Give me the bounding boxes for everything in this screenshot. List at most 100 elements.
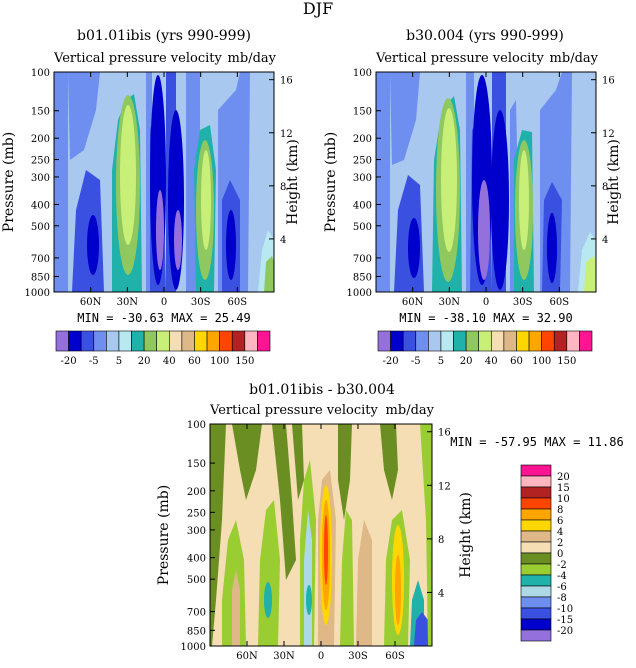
y-tick-label: 150 [31,107,50,118]
colorbar-swatch [490,330,505,352]
panel-3-subtitle-right: mb/day [386,403,435,418]
panel-2: b30.004 (yrs 990-999) Vertical pressure … [323,28,622,367]
colorbar-label: 40 [163,356,176,367]
y-tick-label: 100 [353,68,372,79]
colorbar-swatch [520,563,552,576]
panel-3-title: b01.01ibis - b30.004 [249,382,395,398]
y-tick-label: 1000 [25,288,50,299]
colorbar-swatch [520,519,552,532]
colorbar-swatch [143,330,158,352]
colorbar-label: -5 [411,356,421,367]
colorbar-swatch [520,541,552,554]
colorbar-swatch [440,330,454,352]
colorbar-swatch [520,508,552,521]
colorbar-swatch [377,330,391,352]
x-tick-label: 60S [550,297,570,308]
y-tick-label: 150 [353,107,372,118]
colorbar-label: -20 [557,626,573,637]
y-tick-label: 500 [353,222,372,233]
y-tick-label: 300 [31,173,50,184]
y-tick-label: 850 [31,272,50,283]
panel-2-y-axis: 100 150 200 250 300 400 500 700 850 1000 16 12 8 4 [347,68,615,299]
colorbar-label: 6 [557,516,563,527]
colorbar-label: -5 [89,356,99,367]
colorbar-swatch [168,330,183,352]
panel-3-x-axis: 60N 30N 0 30S 60S [236,424,405,662]
x-tick-label: 60S [385,651,405,662]
colorbar-swatch [93,330,107,352]
colorbar-label: 20 [557,472,570,483]
y-right-tick-label: 12 [438,481,451,492]
x-tick-label: 60N [402,297,424,308]
panel-2-x-axis: 60N 30N 0 30S 60S [402,72,569,308]
colorbar-swatch [553,330,568,352]
colorbar-swatch [478,330,492,352]
y-tick-label: 100 [31,68,50,79]
colorbar-label: 150 [235,356,254,367]
colorbar-label: 0 [557,549,563,560]
colorbar-swatch [541,330,555,352]
colorbar-label: -2 [557,560,567,571]
panel-1-title: b01.01ibis (yrs 990-999) [77,28,251,44]
panel-3-y-axis: 100 150 200 250 300 400 500 700 850 1000 16 12 8 4 [181,420,451,653]
colorbar-label: 15 [557,483,570,494]
colorbar-swatch [402,330,417,352]
y-tick-label: 850 [187,626,206,637]
colorbar-swatch [390,330,404,352]
y-tick-label: 300 [353,173,372,184]
y-right-tick-label: 4 [602,235,608,246]
panel-1-subtitle-right: mb/day [228,51,277,66]
y-right-tick-label: 16 [280,76,293,87]
panel-1-ylabel-right: Height (km) [285,139,301,225]
colorbar-label: 10 [557,494,570,505]
panel-2-title: b30.004 (yrs 990-999) [406,28,564,44]
y-tick-label: 150 [187,459,206,470]
colorbar-swatch [520,574,552,587]
y-tick-label: 500 [187,575,206,586]
colorbar-swatch [194,330,208,352]
y-tick-label: 1000 [181,642,206,653]
colorbar-swatch [528,330,542,352]
colorbar-swatch [68,330,82,352]
y-right-tick-label: 16 [602,76,615,87]
y-tick-label: 850 [353,272,372,283]
x-tick-label: 60N [80,297,102,308]
y-tick-label: 200 [187,487,206,498]
panel-2-subtitle-left: Vertical pressure velocity [375,51,544,66]
colorbar-label: 100 [210,356,229,367]
panel-3-ylabel-right: Height (km) [458,492,474,578]
x-tick-label: 30S [191,297,211,308]
y-right-tick-label: 4 [280,235,286,246]
y-tick-label: 400 [31,200,50,211]
colorbar-swatch [520,486,552,499]
panel-2-ylabel-right: Height (km) [606,139,622,225]
panel-2-contour-field [376,72,596,292]
colorbar-label: 60 [188,356,201,367]
y-tick-label: 200 [353,134,372,145]
x-tick-label: 60N [236,651,258,662]
colorbar-label: 8 [557,505,563,516]
colorbar-label: -20 [61,356,77,367]
colorbar-label: -20 [383,356,399,367]
colorbar-label: 5 [438,356,444,367]
x-tick-label: 30S [348,651,368,662]
colorbar-swatch [520,475,552,488]
colorbar-label: -6 [557,582,567,593]
panel-1-y-axis: 100 150 200 250 300 400 500 700 850 1000 16 12 8 4 [25,68,293,299]
panel-3-stats: MIN = -57.95 MAX = 11.86 [450,435,623,449]
x-tick-label: 30N [439,297,461,308]
panel-3-contour-field [210,424,432,646]
y-right-tick-label: 16 [438,428,451,439]
colorbar-label: 100 [532,356,551,367]
panel-2-colorbar: -20 -5 5 20 40 60 100 150 [377,330,593,367]
colorbar-swatch [156,330,170,352]
colorbar-swatch [520,552,552,565]
y-tick-label: 250 [31,156,50,167]
colorbar-swatch [465,330,480,352]
y-tick-label: 700 [31,254,50,265]
x-tick-label: 30S [513,297,533,308]
y-tick-label: 400 [187,554,206,565]
colorbar-swatch [520,497,552,510]
